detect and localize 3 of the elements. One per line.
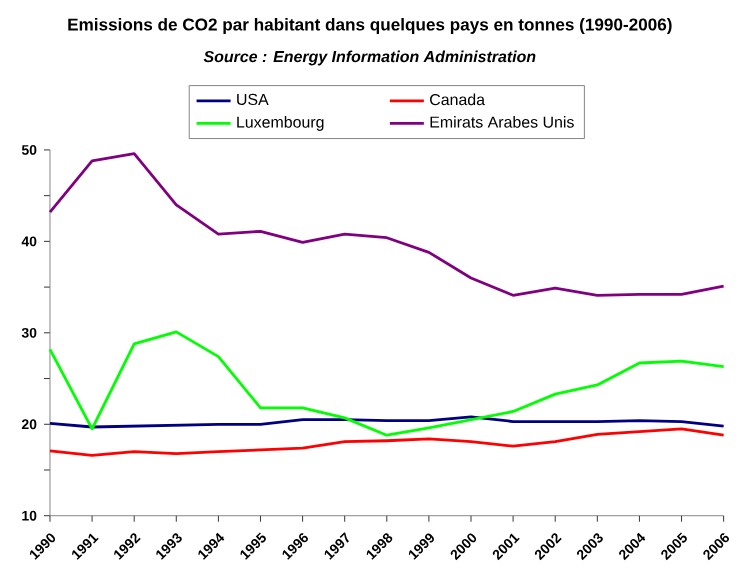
line-series	[48, 427, 726, 457]
chart-title: Emissions de CO2 par habitant dans quelques pays en tonnes (1990-2006)	[68, 18, 672, 35]
line-series	[48, 152, 726, 297]
